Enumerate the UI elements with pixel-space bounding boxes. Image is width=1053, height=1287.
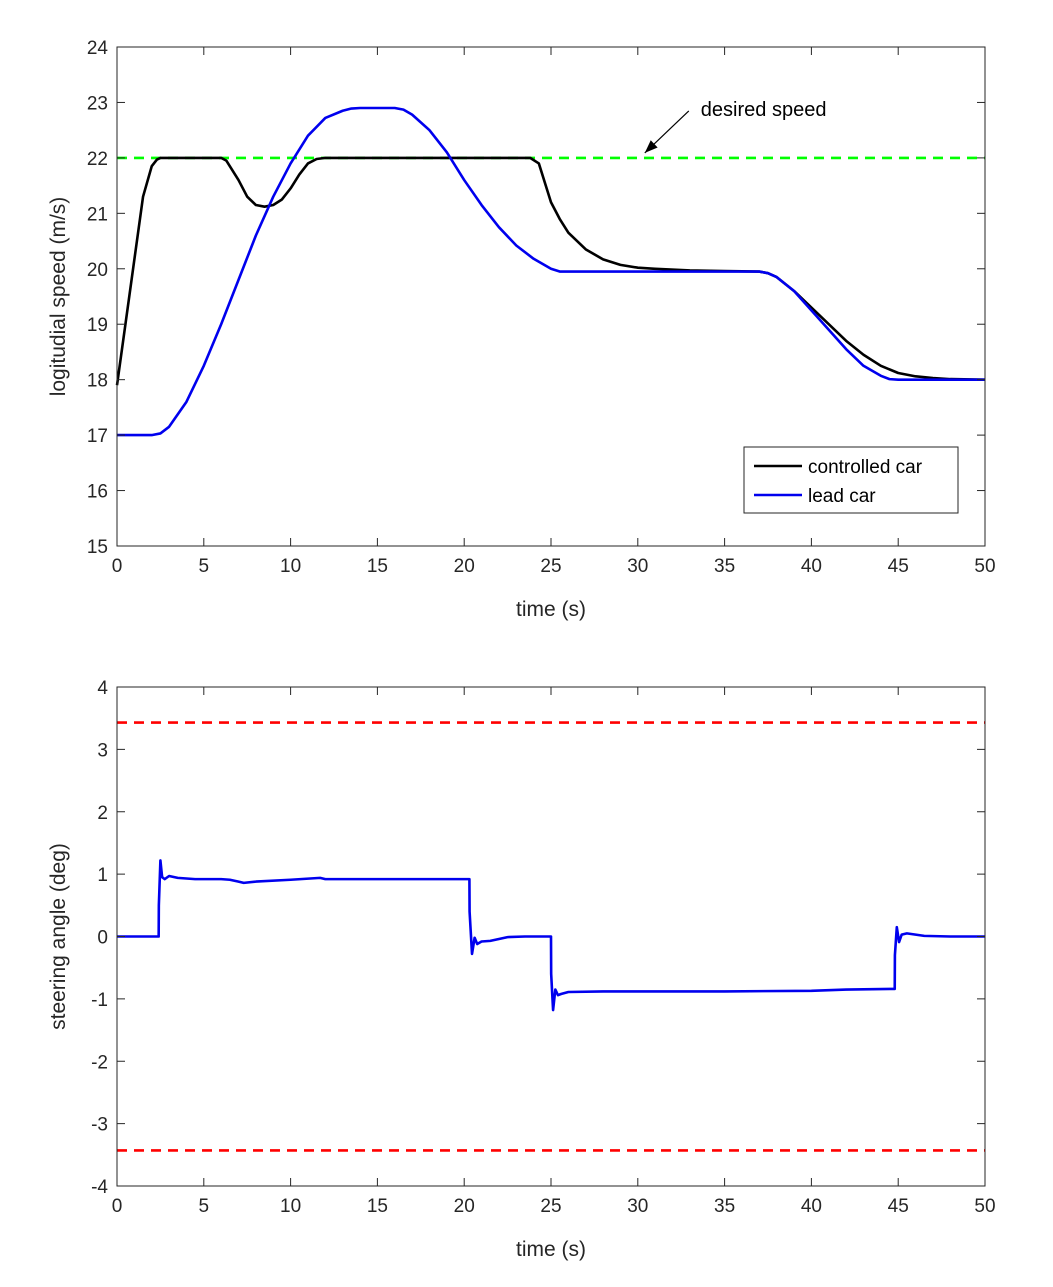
- series-line-1: [117, 859, 985, 1012]
- x-tick-label: 0: [112, 556, 123, 577]
- y-tick-label: 23: [87, 93, 108, 114]
- x-tick-label: 50: [974, 556, 995, 577]
- legend-entry: controlled car: [808, 457, 923, 478]
- legend: controlled car lead car: [743, 446, 959, 514]
- y-tick-label: 0: [97, 928, 108, 949]
- y-tick-label: 19: [87, 315, 108, 336]
- annotation-arrow-head: [644, 140, 658, 153]
- y-tick-label: 18: [87, 371, 108, 392]
- series-line-controlled-car: [115, 156, 986, 386]
- y-tick-label: -4: [91, 1177, 108, 1198]
- x-tick-label: 10: [280, 1196, 301, 1217]
- chart-panel-1: 0 5 10 15 20 25 30 35 40 45 50 15 16 17 18 19 20 21 22 23 24…: [47, 38, 996, 621]
- y-tick-label: 17: [87, 426, 108, 447]
- y-tick-label: -1: [91, 990, 108, 1011]
- x-tick-label: 45: [888, 556, 909, 577]
- y-axis-label: logitudial speed (m/s): [47, 197, 70, 397]
- x-tick-label: 25: [540, 556, 561, 577]
- x-axis-label: time (s): [516, 598, 586, 621]
- x-tick-label: 0: [112, 1196, 123, 1217]
- y-axis-label: steering angle (deg): [47, 843, 70, 1030]
- x-tick-label: 20: [454, 1196, 475, 1217]
- y-tick-label: 20: [87, 260, 108, 281]
- x-tick-label: 35: [714, 1196, 735, 1217]
- x-tick-label: 5: [199, 1196, 210, 1217]
- chart-panel-2: 0 5 10 15 20 25 30 35 40 45 50 -4 -3 -2 -1 0 1 2 3 4 time (s…: [47, 678, 996, 1261]
- x-tick-label: 25: [540, 1196, 561, 1217]
- x-tick-label: 30: [627, 556, 648, 577]
- y-tick-label: -2: [91, 1052, 108, 1073]
- y-tick-label: 22: [87, 149, 108, 170]
- x-tick-label: 15: [367, 1196, 388, 1217]
- x-axis-label: time (s): [516, 1238, 586, 1261]
- y-tick-label: 1: [97, 865, 108, 886]
- y-tick-label: 24: [87, 38, 109, 59]
- x-tick-label: 40: [801, 556, 822, 577]
- annotation-text: desired speed: [701, 99, 827, 121]
- y-tick-label: -3: [91, 1115, 108, 1136]
- y-tick-label: 3: [97, 740, 108, 761]
- x-tick-label: 45: [888, 1196, 909, 1217]
- x-tick-label: 15: [367, 556, 388, 577]
- y-tick-label: 15: [87, 537, 108, 558]
- x-tick-label: 50: [974, 1196, 995, 1217]
- annotation: desired speed: [644, 99, 827, 154]
- y-tick-label: 4: [97, 678, 108, 699]
- x-tick-label: 35: [714, 556, 735, 577]
- series-line-lead-car: [117, 106, 985, 437]
- y-tick-label: 21: [87, 204, 108, 225]
- legend-box: [743, 446, 959, 514]
- legend-entry: lead car: [808, 486, 876, 507]
- y-tick-label: 2: [97, 803, 108, 824]
- y-tick-label: 16: [87, 482, 108, 503]
- x-tick-label: 5: [199, 556, 210, 577]
- x-tick-label: 40: [801, 1196, 822, 1217]
- x-tick-label: 30: [627, 1196, 648, 1217]
- x-tick-label: 10: [280, 556, 301, 577]
- x-tick-label: 20: [454, 556, 475, 577]
